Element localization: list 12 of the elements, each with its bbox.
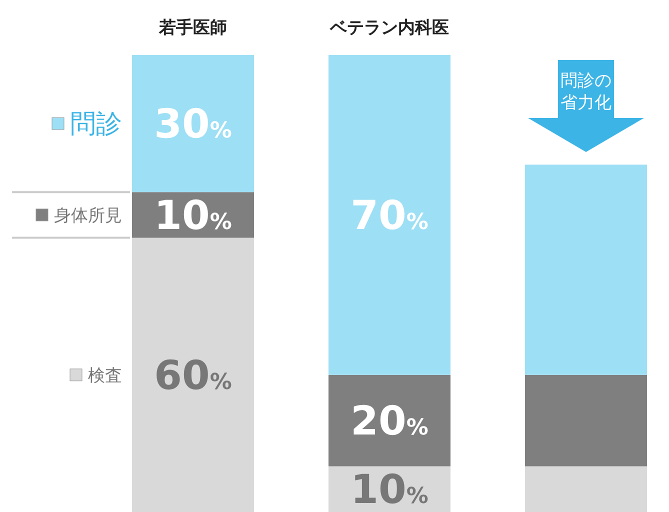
data-label: 70% bbox=[350, 192, 428, 239]
data-label: 10% bbox=[350, 467, 428, 512]
data-label: 60% bbox=[154, 352, 232, 399]
data-label: 10% bbox=[154, 192, 232, 239]
x-tick-label: ベテラン内科医 bbox=[329, 18, 449, 38]
data-label: 30% bbox=[154, 102, 232, 148]
legend-label: 検査 bbox=[88, 366, 122, 386]
legend-label: 身体所見 bbox=[54, 206, 122, 226]
data-label: 20% bbox=[350, 398, 428, 445]
x-tick-label: 若手医師 bbox=[158, 18, 227, 38]
annotation: 問診の省力化 bbox=[560, 71, 612, 113]
legend-label: 問診 bbox=[70, 110, 122, 140]
